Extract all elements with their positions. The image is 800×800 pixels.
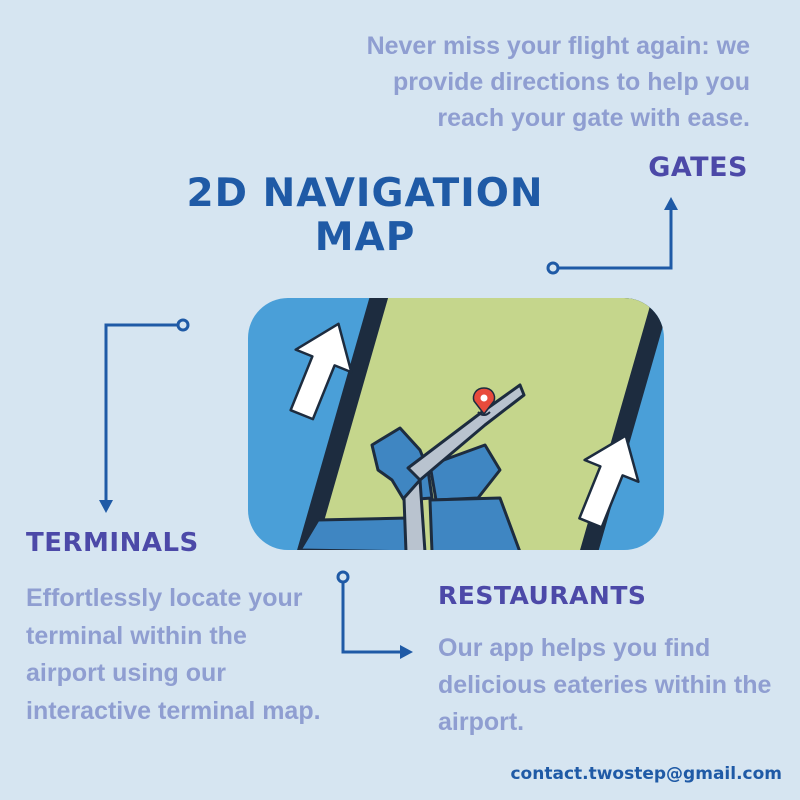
gates-heading: GATES bbox=[648, 152, 748, 183]
terminals-heading: TERMINALS bbox=[26, 528, 199, 558]
up-arrow-icon bbox=[578, 434, 640, 529]
contact-email: contact.twostep@gmail.com bbox=[510, 764, 782, 784]
phone-illustration bbox=[248, 298, 664, 550]
terminal-map-shapes bbox=[298, 383, 526, 550]
gates-description: Never miss your flight again: we provide… bbox=[366, 32, 750, 132]
title-line-2: MAP bbox=[314, 215, 416, 260]
restaurants-heading: RESTAURANTS bbox=[438, 581, 647, 610]
map-pin-icon bbox=[472, 387, 496, 416]
restaurants-description: Our app helps you find delicious eaterie… bbox=[438, 634, 772, 736]
terminals-description: Effortlessly locate your terminal within… bbox=[26, 584, 321, 725]
page-title: 2D NAVIGATION MAP bbox=[150, 172, 580, 260]
gates-connector-arrow-icon bbox=[546, 197, 678, 275]
terminals-connector-arrow-icon bbox=[99, 318, 190, 513]
title-line-1: 2D NAVIGATION bbox=[186, 171, 544, 216]
up-arrow-icon bbox=[289, 322, 353, 421]
restaurants-connector-arrow-icon bbox=[336, 570, 413, 659]
